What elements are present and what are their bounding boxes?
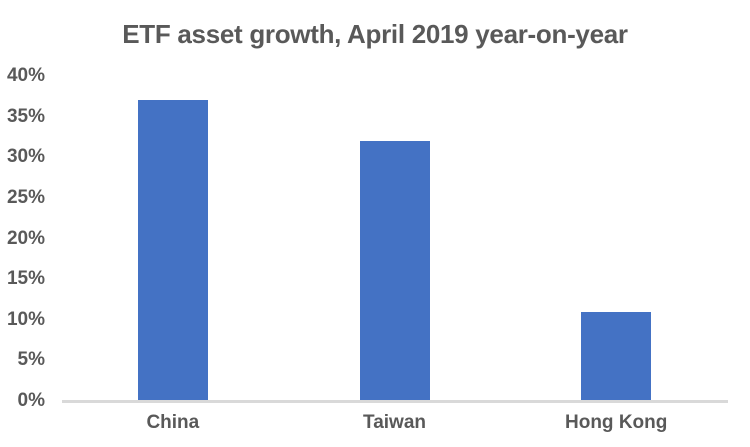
x-category-label-hong-kong: Hong Kong — [565, 412, 668, 433]
bars-container — [62, 76, 727, 401]
x-category-label-taiwan: Taiwan — [363, 412, 426, 433]
y-tick-label: 5% — [17, 349, 45, 371]
y-tick-label: 10% — [6, 308, 45, 330]
chart-title: ETF asset growth, April 2019 year-on-yea… — [122, 19, 628, 49]
y-tick-label: 40% — [6, 65, 45, 86]
x-axis-line — [62, 400, 728, 403]
y-tick-label: 15% — [6, 268, 45, 290]
y-tick-label: 30% — [6, 146, 45, 168]
x-axis-labels: China Taiwan Hong Kong — [62, 411, 727, 435]
y-tick-label: 25% — [6, 186, 45, 208]
bar-band — [284, 76, 506, 401]
bar-band — [62, 76, 284, 401]
bar-taiwan — [359, 141, 430, 401]
plot-area — [62, 76, 727, 401]
y-tick-label: 20% — [6, 227, 45, 249]
y-axis: 0% 5% 10% 15% 20% 25% 30% 35% 40% — [0, 65, 45, 411]
bar-band — [505, 76, 727, 401]
x-category-label-china: China — [146, 412, 200, 433]
y-tick-label: 0% — [17, 390, 45, 411]
bar-hong-kong — [581, 311, 652, 401]
bar-china — [137, 100, 208, 401]
y-tick-label: 35% — [6, 105, 45, 127]
